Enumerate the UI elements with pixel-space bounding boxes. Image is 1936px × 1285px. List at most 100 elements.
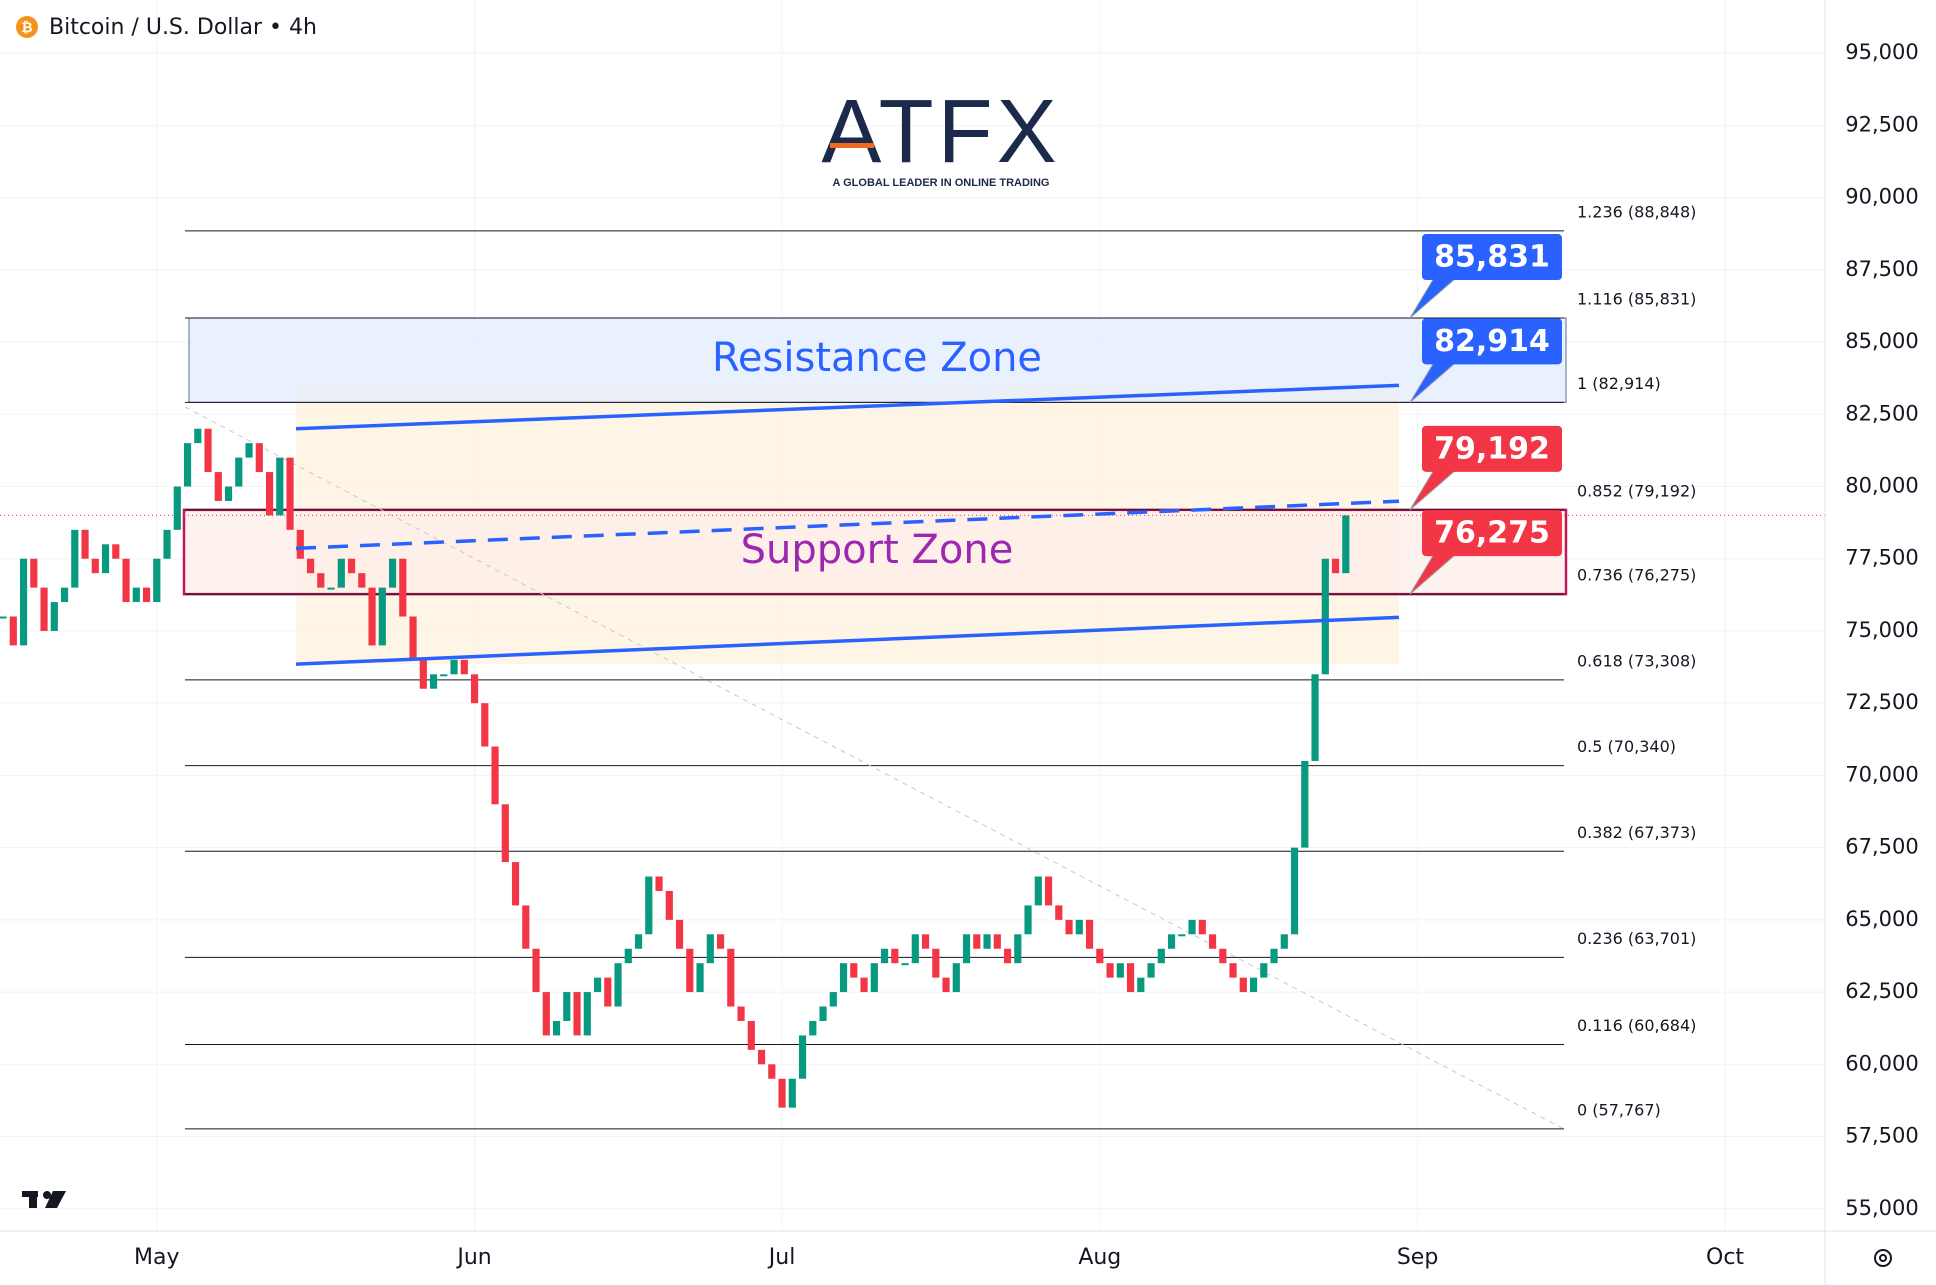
candle: [419, 659, 427, 689]
settings-core[interactable]: [1879, 1254, 1887, 1262]
y-tick-label: 75,000: [1845, 618, 1918, 642]
candle: [9, 616, 17, 646]
candle: [511, 862, 520, 906]
candle: [265, 472, 274, 516]
settings-icon[interactable]: [1874, 1249, 1892, 1267]
candle: [1034, 876, 1042, 906]
candle: [1342, 515, 1350, 574]
candle: [429, 674, 438, 689]
chart-title: Bitcoin / U.S. Dollar • 4h: [49, 15, 317, 40]
fib-label: 0.5 (70,340): [1577, 737, 1676, 756]
candle: [850, 963, 858, 978]
candle: [1321, 558, 1329, 675]
candle: [655, 876, 663, 891]
candle: [132, 587, 140, 603]
candle: [501, 804, 509, 863]
candle: [327, 587, 335, 590]
candle: [962, 934, 971, 964]
x-tick-label: Oct: [1706, 1245, 1744, 1270]
logo-accent: [830, 143, 874, 148]
candle: [19, 558, 28, 646]
logo-part: [43, 1191, 51, 1199]
candle: [1096, 948, 1104, 964]
candle: [1167, 934, 1176, 949]
y-tick-label: 77,500: [1845, 546, 1918, 570]
candle: [696, 963, 704, 993]
candle: [153, 558, 161, 603]
bitcoin-symbol: ₿: [21, 20, 32, 36]
candle: [91, 558, 99, 574]
candle: [809, 1020, 817, 1036]
candle: [194, 428, 202, 444]
candle: [891, 948, 899, 964]
logo-part: [29, 1191, 37, 1208]
candle: [593, 977, 602, 993]
logo-tagline: A GLOBAL LEADER IN ONLINE TRADING: [833, 177, 1050, 189]
candle: [173, 486, 181, 530]
candle: [1270, 948, 1278, 964]
fib-label: 1.236 (88,848): [1577, 202, 1696, 221]
y-tick-label: 87,500: [1845, 257, 1918, 281]
fib-label: 0.852 (79,192): [1577, 481, 1696, 500]
candle: [1331, 558, 1340, 574]
zone-layer: [182, 230, 1568, 1130]
candle: [1260, 963, 1268, 978]
fib-label: 0.618 (73,308): [1577, 651, 1696, 670]
candle: [1055, 905, 1063, 920]
fib-label: 0 (57,767): [1577, 1100, 1661, 1119]
candle: [860, 977, 868, 993]
y-tick-label: 72,500: [1845, 690, 1918, 714]
candle: [40, 587, 48, 631]
candle: [460, 659, 468, 675]
fib-label: 1.116 (85,831): [1577, 290, 1696, 309]
candle: [747, 1020, 755, 1050]
candle: [101, 544, 110, 574]
candle: [542, 992, 550, 1036]
candle: [81, 529, 89, 559]
channel-line: [295, 499, 1400, 551]
y-tick-label: 85,000: [1845, 329, 1918, 353]
candle: [163, 529, 171, 559]
y-tick-label: 70,000: [1845, 762, 1918, 786]
candle: [993, 934, 1001, 949]
candle: [757, 1049, 766, 1065]
candle: [1065, 919, 1073, 935]
y-tick-label: 92,500: [1845, 112, 1918, 136]
y-tick-label: 67,500: [1845, 835, 1918, 859]
candle: [645, 876, 653, 935]
candle: [286, 457, 294, 530]
candle: [71, 529, 79, 588]
candle: [440, 674, 448, 677]
candle: [368, 587, 376, 646]
y-tick-label: 57,500: [1845, 1124, 1918, 1148]
candle: [716, 934, 725, 949]
candle: [798, 1035, 807, 1079]
candle: [30, 558, 38, 588]
candle: [1157, 948, 1165, 964]
candle: [1229, 963, 1237, 978]
candle: [409, 616, 417, 660]
candle: [358, 573, 366, 588]
candle: [665, 890, 673, 920]
candle: [1301, 760, 1309, 848]
candle: [1188, 919, 1196, 935]
x-tick-label: May: [134, 1245, 179, 1270]
candle: [552, 1020, 561, 1036]
y-tick-label: 62,500: [1845, 979, 1918, 1003]
candle: [347, 558, 356, 574]
candle: [470, 674, 479, 704]
candle: [973, 934, 981, 949]
candle: [1085, 919, 1094, 949]
y-tick-label: 82,500: [1845, 401, 1918, 425]
candle: [1311, 674, 1319, 761]
candle: [317, 573, 325, 588]
candle: [573, 992, 581, 1036]
candle: [583, 992, 591, 1036]
candle: [634, 934, 643, 949]
settings-ring[interactable]: [1874, 1249, 1892, 1267]
candle: [399, 558, 407, 617]
candle: [522, 905, 530, 949]
candle: [1249, 977, 1258, 993]
x-tick-label: Aug: [1078, 1245, 1121, 1270]
